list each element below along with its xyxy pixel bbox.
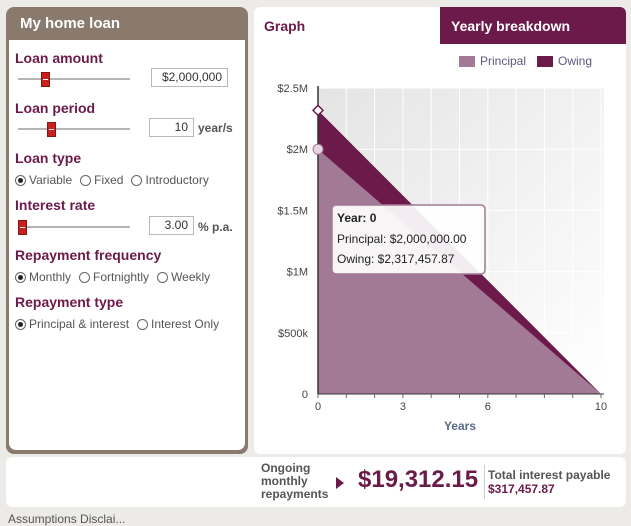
loan-type-variable-radio[interactable]: Variable <box>15 173 72 187</box>
loan-period-unit: year/s <box>198 121 233 135</box>
tooltip-principal: Principal: $2,000,000.00 <box>337 232 467 246</box>
loan-form: Loan amount $2,000,000 Loan period 10 ye… <box>9 40 245 450</box>
frequency-weekly-radio[interactable]: Weekly <box>157 270 210 284</box>
repayment-type-label: Repayment type <box>15 294 124 310</box>
chart-tooltip: Year: 0 Principal: $2,000,000.00 Owing: … <box>331 204 486 275</box>
monthly-repayment-amount: $19,312.15 <box>358 466 479 493</box>
repayment-frequency-label: Repayment frequency <box>15 247 162 263</box>
loan-amount-slider[interactable] <box>18 78 130 80</box>
footer-links-cutoff[interactable]: Assumptions Disclai... <box>8 512 126 526</box>
y-tick-label: $1M <box>287 267 308 279</box>
legend-owing[interactable]: Owing <box>537 54 592 68</box>
loan-chart: 0 $500k $1M $1.5M $2M $2.5M 0 3 6 10 Year: 0 Prin… <box>277 83 607 433</box>
tooltip-title: Year: 0 <box>337 211 377 225</box>
x-tick-label: 6 <box>485 401 491 413</box>
ongoing-repayments-label: Ongoing monthly repayments <box>261 461 329 501</box>
x-tick-label: 3 <box>400 401 406 413</box>
legend-owing-swatch <box>537 55 553 67</box>
frequency-monthly-radio[interactable]: Monthly <box>15 270 71 284</box>
y-tick-label: $2.5M <box>277 83 308 95</box>
loan-amount-slider-thumb[interactable] <box>41 72 50 87</box>
y-tick-label: $500k <box>278 328 308 340</box>
radio-icon <box>131 174 143 186</box>
total-interest-label: Total interest payable <box>488 468 611 482</box>
loan-period-label: Loan period <box>15 100 96 116</box>
loan-type-fixed-radio[interactable]: Fixed <box>80 173 123 187</box>
loan-type-introductory-radio[interactable]: Introductory <box>131 173 209 187</box>
radio-selected-icon <box>15 271 26 283</box>
divider <box>484 465 485 499</box>
repayment-frequency-options: Monthly Fortnightly Weekly <box>15 270 210 284</box>
y-tick-label: $1.5M <box>277 205 308 217</box>
interest-rate-unit: % p.a. <box>198 220 233 234</box>
loan-amount-input[interactable]: $2,000,000 <box>151 68 228 87</box>
loan-amount-label: Loan amount <box>15 50 103 66</box>
interest-rate-input[interactable]: 3.00 <box>149 216 194 235</box>
radio-icon <box>79 271 91 283</box>
interest-rate-slider[interactable] <box>18 226 130 228</box>
y-tick-label: 0 <box>302 389 308 401</box>
interest-rate-label: Interest rate <box>15 197 96 213</box>
owing-point[interactable] <box>311 104 325 117</box>
y-tick-label: $2M <box>287 144 308 156</box>
tooltip-owing: Owing: $2,317,457.87 <box>337 252 455 266</box>
interest-rate-slider-thumb[interactable] <box>18 220 27 235</box>
frequency-fortnightly-radio[interactable]: Fortnightly <box>79 270 149 284</box>
graph-panel: Graph Yearly breakdown Principal Owing 0… <box>254 7 626 454</box>
radio-selected-icon <box>15 174 26 186</box>
x-axis-label: Years <box>444 419 476 433</box>
loan-period-input[interactable]: 10 <box>149 118 194 137</box>
repayment-interest-only-radio[interactable]: Interest Only <box>137 317 219 331</box>
loan-type-options: Variable Fixed Introductory <box>15 173 209 187</box>
radio-icon <box>80 174 92 186</box>
x-tick-label: 10 <box>595 401 607 413</box>
tab-graph[interactable]: Graph <box>264 18 306 34</box>
loan-type-label: Loan type <box>15 150 82 166</box>
repayment-summary-bar: Ongoing monthly repayments $19,312.15 To… <box>6 457 626 507</box>
loan-period-slider[interactable] <box>18 128 130 130</box>
total-interest-value: $317,457.87 <box>488 482 555 496</box>
x-tick-label: 0 <box>315 401 321 413</box>
principal-point[interactable] <box>312 143 324 155</box>
play-icon[interactable] <box>336 477 344 489</box>
radio-icon <box>137 318 149 330</box>
tab-yearly-breakdown[interactable]: Yearly breakdown <box>440 7 626 44</box>
legend-principal-swatch <box>459 55 475 67</box>
radio-icon <box>157 271 169 283</box>
radio-selected-icon <box>15 318 26 330</box>
panel-title: My home loan <box>20 15 121 32</box>
repayment-type-options: Principal & interest Interest Only <box>15 317 219 331</box>
loan-input-panel: My home loan Loan amount $2,000,000 Loan… <box>6 7 248 454</box>
legend-principal[interactable]: Principal <box>459 54 526 68</box>
repayment-principal-interest-radio[interactable]: Principal & interest <box>15 317 129 331</box>
loan-period-slider-thumb[interactable] <box>47 122 56 137</box>
